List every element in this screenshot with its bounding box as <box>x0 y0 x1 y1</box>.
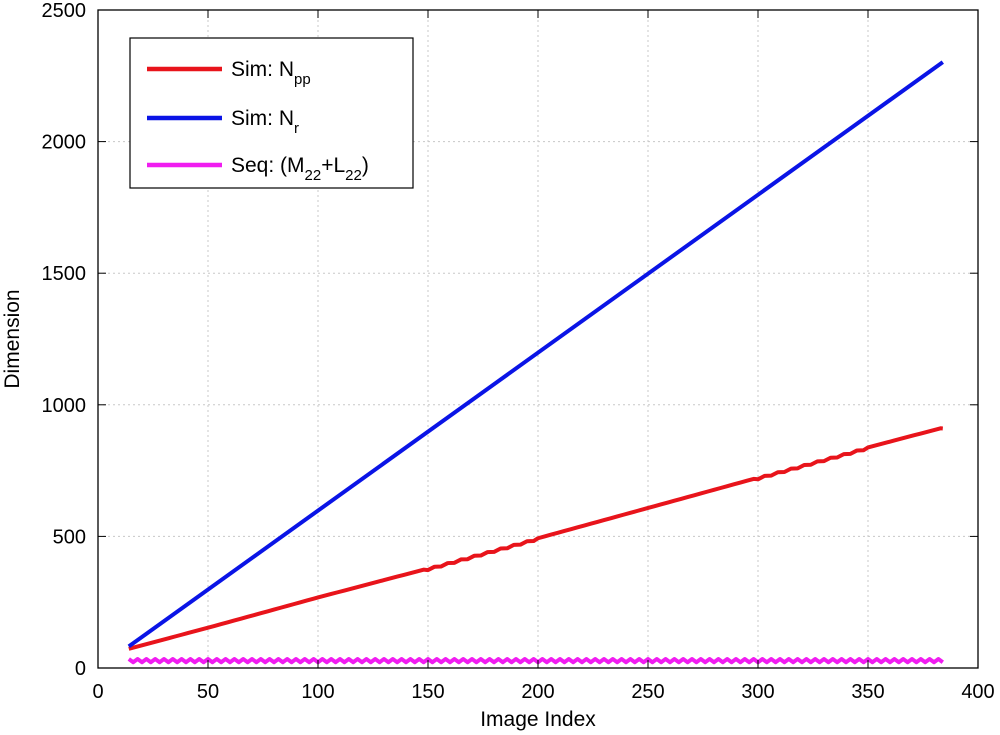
x-tick-label: 300 <box>741 681 774 703</box>
legend-text-part: Sim: N <box>231 58 294 81</box>
x-tick-label: 50 <box>197 681 219 703</box>
y-tick-label: 0 <box>75 658 86 680</box>
x-tick-label: 150 <box>411 681 444 703</box>
y-tick-label: 1500 <box>42 263 87 285</box>
series-line-1 <box>127 60 944 649</box>
x-tick-label: 200 <box>521 681 554 703</box>
legend-text-part: +L <box>321 154 345 177</box>
legend-entry-2: Seq: (M22+L22) <box>231 154 369 184</box>
legend-text-part: Sim: N <box>231 107 294 130</box>
series-line-0 <box>128 426 943 651</box>
legend-text-part: 22 <box>305 167 322 184</box>
series-group <box>127 60 944 665</box>
legend-text-part: Seq: (M <box>231 154 305 177</box>
y-tick-label: 2500 <box>42 0 87 22</box>
legend-text-part: 22 <box>345 167 362 184</box>
y-axis-label: Dimension <box>1 289 24 388</box>
y-tick-label: 1000 <box>42 395 87 417</box>
legend-entry-1: Sim: Nr <box>231 107 299 137</box>
y-tick-label: 2000 <box>42 132 87 154</box>
legend-text-part: r <box>294 120 299 137</box>
x-tick-label: 250 <box>631 681 664 703</box>
y-tick-label: 500 <box>53 526 86 548</box>
series-line-2 <box>127 657 944 665</box>
ticks: 0 50 100 150 200 250 300 350 400 0 500 1000 1500 2000… <box>42 0 995 703</box>
x-tick-label: 350 <box>851 681 884 703</box>
x-tick-label: 100 <box>301 681 334 703</box>
legend-entry-0: Sim: Npp <box>231 58 311 88</box>
x-tick-label: 0 <box>92 681 103 703</box>
x-tick-label: 400 <box>961 681 994 703</box>
x-axis-label: Image Index <box>480 708 596 731</box>
legend-text-part: ) <box>362 154 369 177</box>
legend-text-part: pp <box>294 71 311 88</box>
